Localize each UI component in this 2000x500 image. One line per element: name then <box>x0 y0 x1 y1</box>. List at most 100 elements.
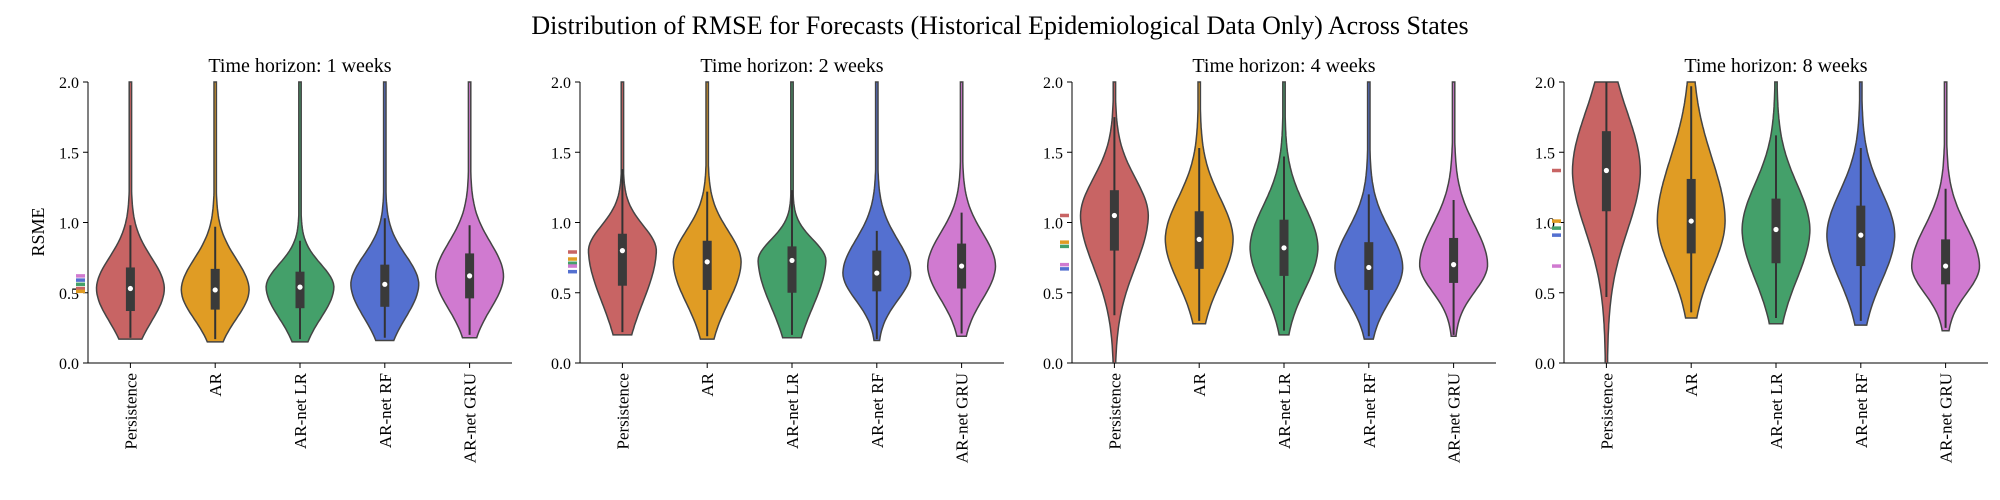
violin-ar-net-gru <box>1060 81 1489 338</box>
y-tick-label: 0.0 <box>1535 356 1555 373</box>
subplot-3: Time horizon: 4 weeks 0.0 0.5 1.0 1.5 2.0 Pers… <box>1043 55 1496 463</box>
violin-median-point <box>1111 212 1117 219</box>
x-tick-label: Persistence <box>613 373 632 449</box>
y-tick-label: 0.5 <box>551 286 571 303</box>
x-tick-label: AR <box>1682 372 1701 396</box>
violin-median-point <box>1196 236 1202 242</box>
violin-median-point <box>874 270 880 276</box>
violin-median-point <box>127 285 133 292</box>
x-tick-label: AR <box>698 372 717 396</box>
violin-ar-net-lr <box>76 81 335 343</box>
violin-iqr-box <box>617 233 627 286</box>
violin-body <box>180 81 250 343</box>
x-tick-label: AR <box>206 372 225 396</box>
subplot-4: Time horizon: 8 weeks 0.0 0.5 1.0 1.5 2.0 Pers… <box>1535 55 1988 463</box>
violin-median-point <box>467 273 473 279</box>
violin-body <box>434 81 505 339</box>
y-tick-label: 1.5 <box>551 145 571 162</box>
violin-ar <box>568 81 742 340</box>
violin-body <box>926 81 997 338</box>
violin-persistence <box>1060 81 1150 364</box>
violin-iqr-box <box>1941 239 1951 285</box>
violin-median-point <box>1451 262 1457 268</box>
x-tick-label: AR-net RF <box>868 373 887 448</box>
violin-median-point <box>382 281 388 287</box>
violin-persistence <box>76 81 166 340</box>
y-tick-label: 1.5 <box>1535 145 1555 162</box>
violin-iqr-box <box>1449 237 1459 283</box>
x-tick-label: AR-net RF <box>1852 373 1871 448</box>
subplot-1: Time horizon: 1 weeks 0.0 0.5 1.0 1.5 2.0 Pers… <box>59 55 512 463</box>
x-tick-label: AR-net LR <box>1275 372 1294 449</box>
x-tick-label: AR-net LR <box>291 372 310 449</box>
y-tick-label: 1.0 <box>1535 216 1555 233</box>
violin-ar-net-rf <box>76 81 420 342</box>
violin-median-point <box>704 259 710 265</box>
violin-median-point <box>1858 232 1864 238</box>
y-tick-label: 2.0 <box>551 75 571 92</box>
violin-ar-net-lr <box>1552 81 1811 325</box>
violin-ar <box>1060 81 1234 325</box>
x-tick-label: AR-net GRU <box>1445 373 1464 463</box>
violin-ar-net-rf <box>568 81 912 342</box>
y-tick-label: 1.5 <box>1043 145 1063 162</box>
violin-ar-net-lr <box>568 81 827 339</box>
x-tick-label: AR-net LR <box>1767 372 1786 449</box>
violin-median-point <box>789 257 795 264</box>
violin-body <box>842 81 912 342</box>
x-tick-label: AR-net GRU <box>953 373 972 463</box>
violin-persistence <box>1552 81 1642 364</box>
violin-iqr-box <box>702 240 712 290</box>
violin-ar <box>76 81 250 343</box>
violin-ar-net-lr <box>1060 81 1319 336</box>
y-tick-label: 0.0 <box>1043 356 1063 373</box>
y-tick-label: 2.0 <box>1535 75 1555 92</box>
violin-body <box>265 81 335 343</box>
subplot-title: Time horizon: 8 weeks <box>1684 55 1867 77</box>
y-tick-label: 0.5 <box>1043 286 1063 303</box>
x-tick-label: AR-net GRU <box>461 373 480 463</box>
subplot-title: Time horizon: 1 weeks <box>208 55 391 77</box>
violin-iqr-box <box>295 271 305 309</box>
violin-median-point <box>959 263 965 269</box>
violin-iqr-box <box>1686 178 1696 254</box>
y-tick-label: 1.0 <box>1043 216 1063 233</box>
y-tick-label: 0.0 <box>551 356 571 373</box>
violin-ar-net-rf <box>1060 81 1404 340</box>
subplot-panels: Time horizon: 1 weeks 0.0 0.5 1.0 1.5 2.0 Pers… <box>59 55 1988 463</box>
y-axis-label: RSME <box>28 207 48 256</box>
violin-body <box>350 81 420 342</box>
y-tick-label: 1.0 <box>551 216 571 233</box>
y-tick-label: 0.5 <box>1535 286 1555 303</box>
violin-ar-net-gru <box>568 81 997 338</box>
violin-iqr-box <box>1109 190 1119 251</box>
violin-median-point <box>1773 226 1779 233</box>
x-tick-label: AR <box>1190 372 1209 396</box>
x-tick-label: AR-net RF <box>1360 373 1379 448</box>
y-tick-label: 1.5 <box>59 145 79 162</box>
violin-median-point <box>1688 218 1694 224</box>
violin-median-point <box>1366 264 1372 271</box>
subplot-2: Time horizon: 2 weeks 0.0 0.5 1.0 1.5 2.0 Pers… <box>551 55 1004 463</box>
violin-body <box>95 81 166 340</box>
y-tick-label: 2.0 <box>59 75 79 92</box>
violin-median-point <box>1281 245 1287 251</box>
x-tick-label: AR-net LR <box>783 372 802 449</box>
subplot-title: Time horizon: 2 weeks <box>700 55 883 77</box>
x-tick-label: AR-net RF <box>376 373 395 448</box>
y-tick-label: 2.0 <box>1043 75 1063 92</box>
violin-ar-net-gru <box>1552 81 1981 332</box>
violin-ar-net-rf <box>1552 81 1896 326</box>
x-tick-label: Persistence <box>1105 373 1124 449</box>
violin-median-point <box>1603 167 1609 174</box>
violin-persistence <box>568 81 658 336</box>
x-tick-label: Persistence <box>1597 373 1616 449</box>
violin-ar-net-gru <box>76 81 505 339</box>
violin-median-point <box>619 248 626 254</box>
y-tick-label: 0.0 <box>59 356 79 373</box>
subplot-title: Time horizon: 4 weeks <box>1192 55 1375 77</box>
violin-median-point <box>212 287 218 293</box>
figure-title: Distribution of RMSE for Forecasts (Hist… <box>531 11 1468 40</box>
violin-ar <box>1552 81 1726 319</box>
